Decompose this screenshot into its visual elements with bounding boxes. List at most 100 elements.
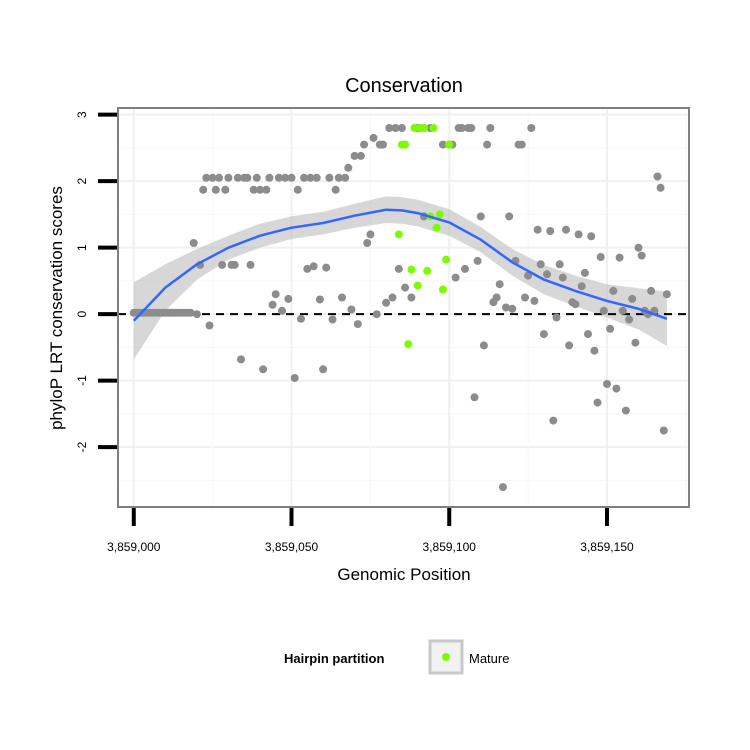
confidence-ribbon-layer (133, 196, 667, 360)
data-point (259, 365, 268, 374)
data-point (562, 225, 570, 234)
data-point (287, 173, 296, 182)
data-point (546, 227, 555, 235)
data-point (281, 173, 290, 182)
data-point (574, 230, 583, 239)
data-point-mature (394, 230, 403, 239)
data-point (202, 173, 211, 182)
data-point (634, 243, 643, 252)
smooth-curve (132, 208, 668, 322)
y-axis-title: phyloP LRT conservation scores (47, 186, 66, 430)
data-point (653, 172, 662, 181)
data-point (379, 140, 387, 149)
data-point (360, 140, 369, 149)
data-point-mature (445, 140, 454, 149)
data-point (192, 310, 201, 319)
data-point (479, 341, 488, 350)
data-point (290, 374, 299, 382)
data-point (593, 398, 602, 407)
data-point (284, 294, 293, 303)
data-point (237, 355, 245, 364)
data-point (555, 260, 564, 269)
x-axis-title: Genomic Position (337, 565, 470, 584)
data-point (606, 324, 615, 333)
data-point (467, 124, 476, 132)
data-point (205, 321, 214, 330)
y-tick-label: 1 (75, 244, 89, 251)
data-point (249, 185, 258, 194)
data-point (344, 163, 353, 172)
data-point (536, 260, 545, 269)
data-point-mature (435, 210, 444, 219)
data-point (625, 315, 634, 324)
data-point (486, 124, 495, 132)
data-point (189, 239, 198, 247)
data-point (341, 173, 350, 182)
data-point (565, 341, 574, 350)
data-point (533, 225, 542, 234)
x-axis: 3,859,000 3,859,050 3,859,100 3,859,150 (107, 508, 634, 554)
data-point-mature (410, 124, 419, 132)
data-point (502, 303, 510, 312)
data-point (262, 185, 271, 194)
data-point (492, 293, 501, 302)
data-point (363, 239, 372, 247)
data-point (508, 304, 517, 313)
data-point (199, 185, 208, 194)
data-point (473, 256, 482, 265)
data-point (265, 173, 274, 182)
data-point (233, 173, 242, 182)
data-point (580, 268, 589, 277)
data-point (309, 262, 318, 271)
data-point (543, 270, 551, 279)
x-tick-label: 3,859,150 (580, 540, 634, 554)
data-point (218, 260, 227, 269)
data-point (293, 185, 302, 194)
data-point (388, 293, 397, 302)
data-point (350, 151, 359, 160)
data-point (571, 300, 580, 309)
y-tick-label: -2 (75, 441, 89, 452)
data-point (211, 185, 220, 194)
data-point (246, 260, 255, 269)
confidence-ribbon (133, 196, 667, 360)
data-point (186, 308, 195, 317)
data-point (322, 263, 331, 272)
data-point (476, 212, 485, 221)
data-point (215, 173, 223, 182)
y-tick-label: 3 (75, 111, 89, 118)
data-point (603, 380, 611, 388)
data-point (647, 286, 656, 295)
data-point (315, 295, 324, 304)
data-point-mature (429, 124, 438, 132)
data-point (521, 293, 529, 302)
data-point (256, 185, 264, 194)
data-point (451, 273, 460, 282)
data-point (347, 305, 356, 314)
data-point (221, 185, 230, 194)
x-tick-label: 3,859,050 (265, 540, 319, 554)
data-point (312, 173, 321, 182)
data-point (558, 273, 567, 282)
data-point-mature (404, 340, 413, 349)
data-point (662, 290, 671, 299)
data-point-mature (401, 140, 410, 149)
data-point (303, 264, 312, 273)
data-point (397, 124, 406, 132)
smooth-curve-layer (132, 208, 668, 322)
data-point (628, 294, 637, 303)
data-point (527, 124, 536, 132)
x-tick-label: 3,859,100 (423, 540, 477, 554)
data-point (382, 298, 391, 307)
data-point (517, 140, 526, 149)
data-point (300, 173, 309, 182)
data-point (599, 306, 608, 315)
data-point (615, 253, 624, 262)
chart-title: Conservation (345, 75, 463, 97)
data-point (356, 151, 365, 160)
data-point (609, 286, 618, 295)
data-point (587, 232, 596, 241)
y-tick-label: 2 (75, 178, 89, 185)
data-point (524, 271, 533, 280)
